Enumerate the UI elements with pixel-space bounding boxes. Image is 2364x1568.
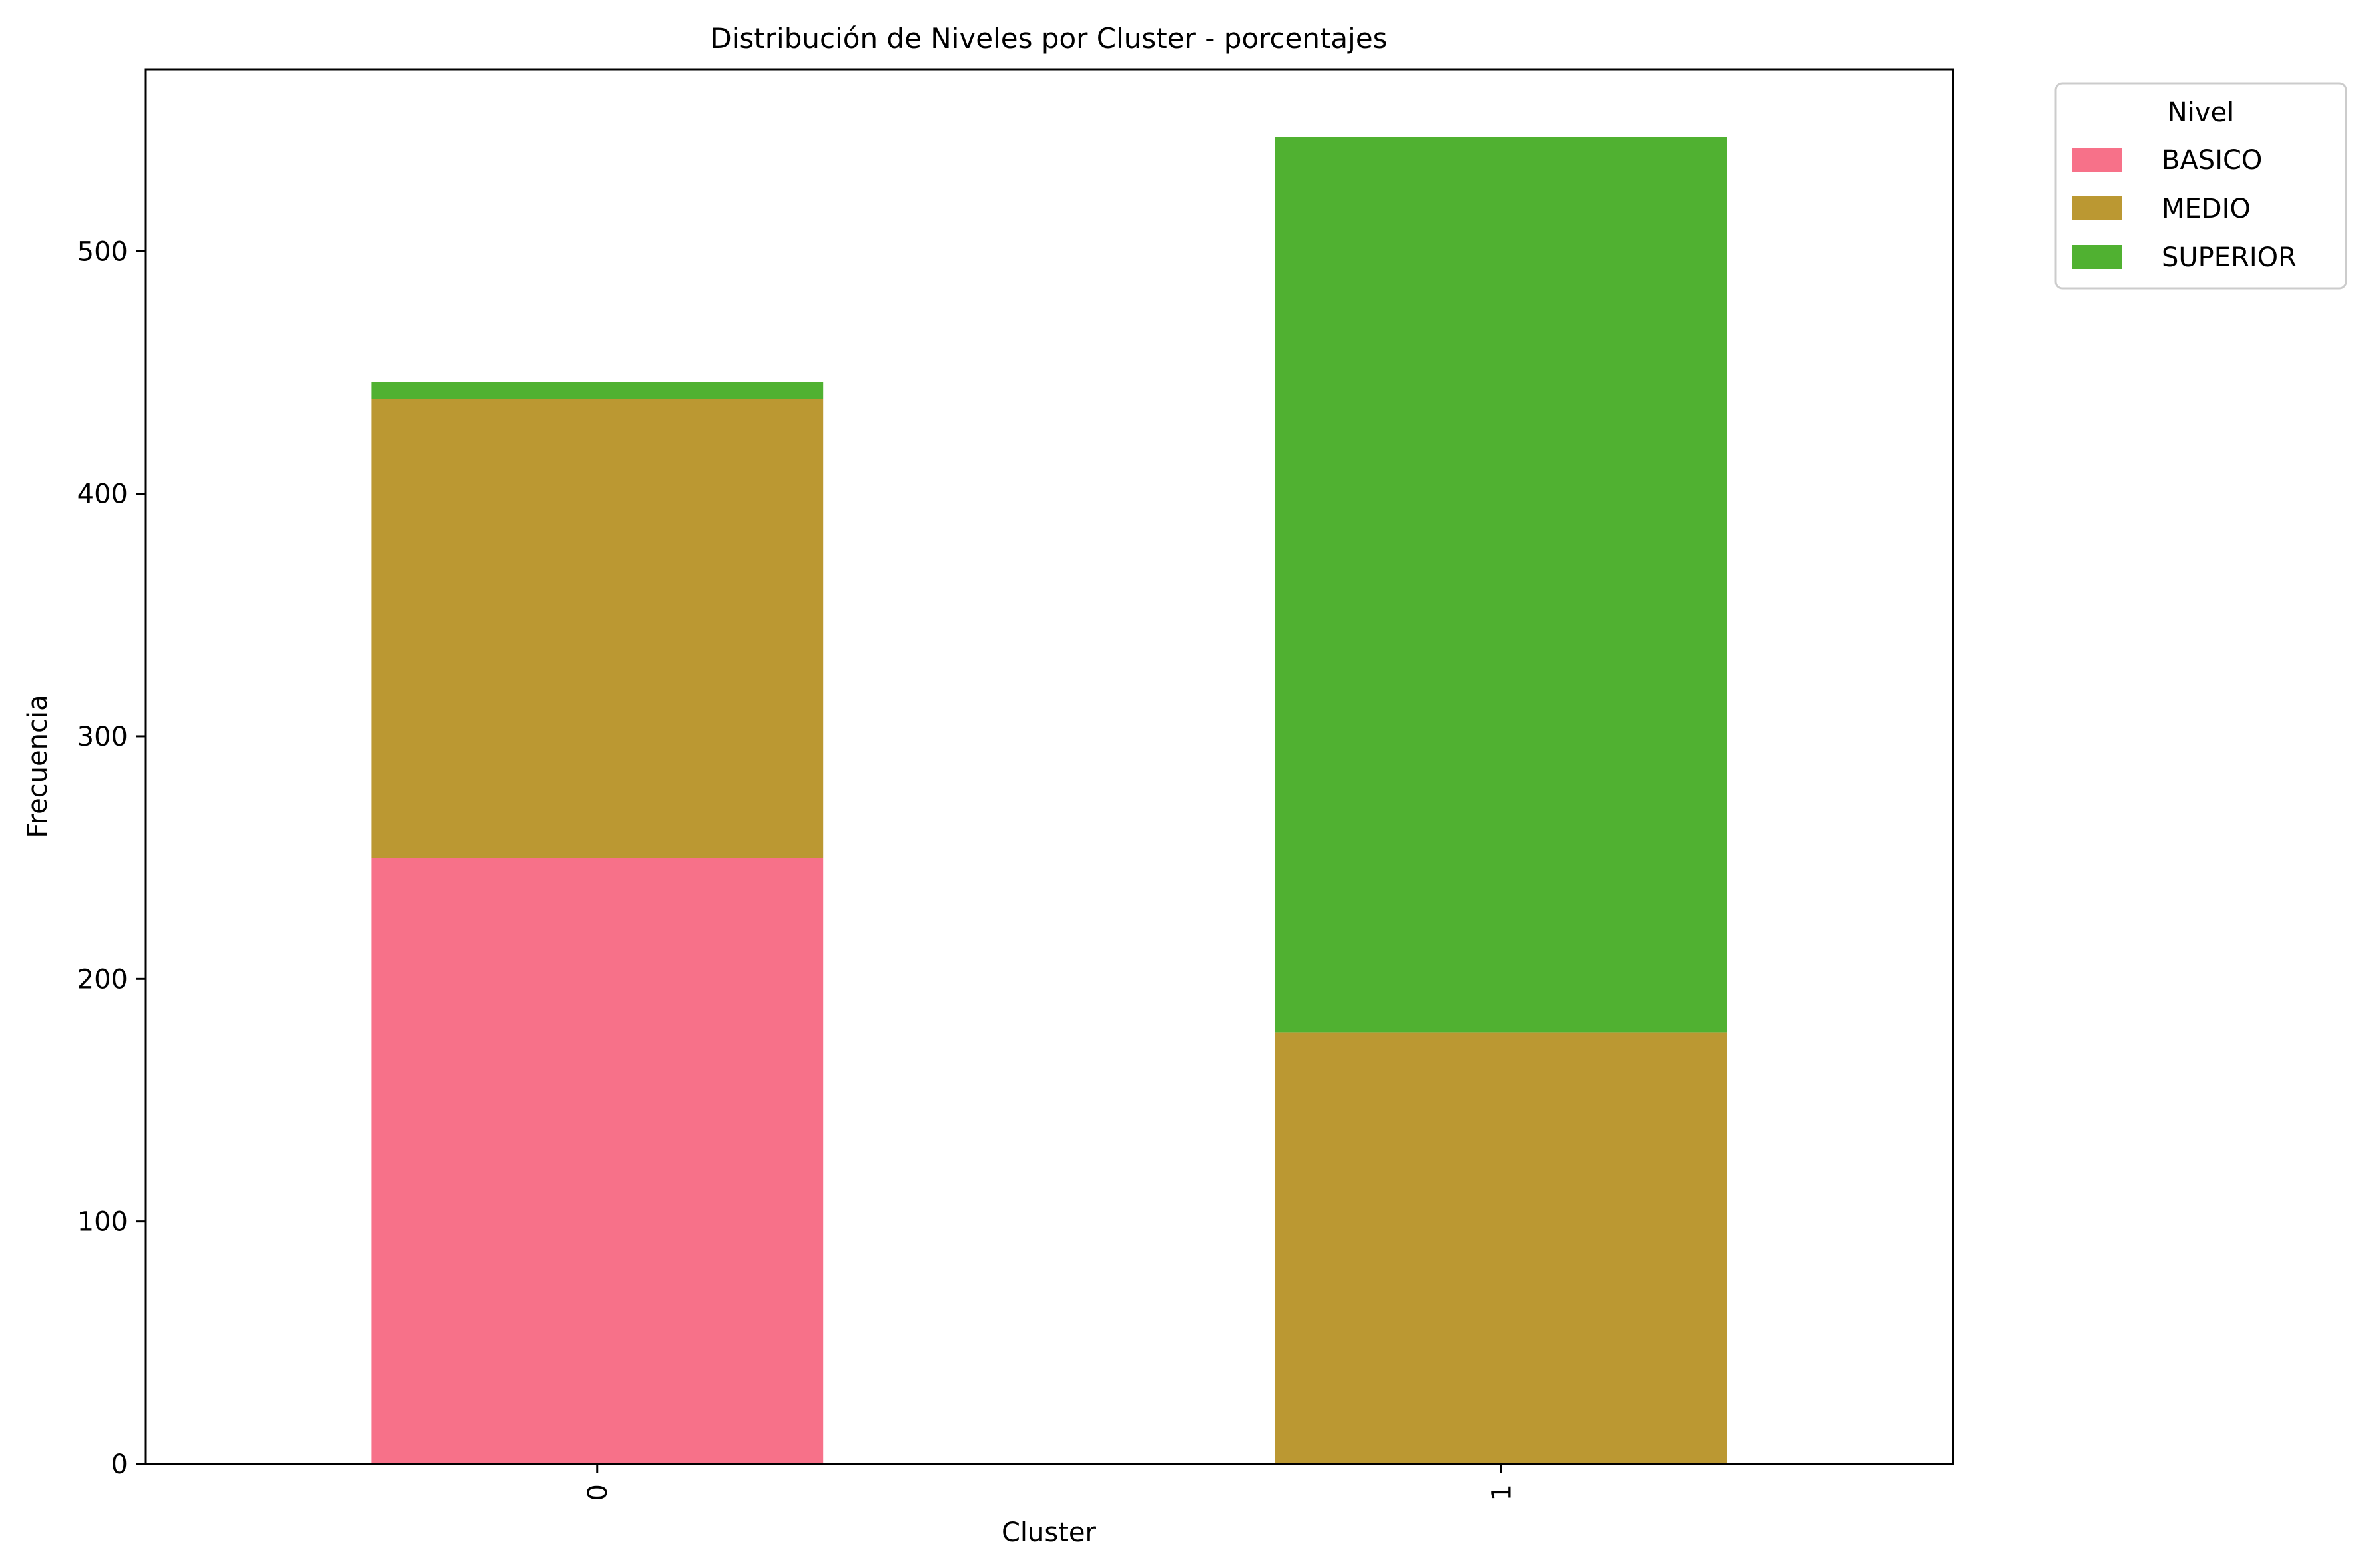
bar-segment-medio-cluster-0	[371, 399, 824, 858]
legend-label-basico: BASICO	[2162, 145, 2262, 176]
plot-area-frame	[144, 68, 1954, 1465]
legend-items: BASICO MEDIO SUPERIOR	[2072, 145, 2297, 273]
y-axis: 0 100 200 300 400 500	[77, 236, 145, 1480]
y-tick-label: 200	[77, 964, 128, 995]
legend-label-medio: MEDIO	[2162, 194, 2251, 224]
x-axis-label: Cluster	[1002, 1517, 1097, 1548]
legend-swatch-basico	[2072, 148, 2122, 172]
y-tick-label: 400	[77, 479, 128, 510]
y-axis-label: Frecuencia	[23, 694, 53, 838]
bar-segment-superior-cluster-0	[371, 382, 824, 399]
legend: Nivel BASICO MEDIO SUPERIOR	[2054, 82, 2347, 290]
bar-segment-medio-cluster-1	[1275, 1032, 1727, 1464]
y-tick-label: 100	[77, 1207, 128, 1238]
bars-layer	[371, 137, 1727, 1464]
legend-label-superior: SUPERIOR	[2162, 242, 2297, 273]
legend-frame	[2054, 82, 2347, 290]
x-tick-label: 1	[1486, 1484, 1517, 1501]
x-tick-label: 0	[583, 1484, 613, 1501]
legend-title: Nivel	[2168, 97, 2234, 128]
y-tick-label: 300	[77, 722, 128, 752]
chart-title: Distribución de Niveles por Cluster - po…	[710, 22, 1387, 55]
bar-segment-superior-cluster-1	[1275, 137, 1727, 1033]
bar-segment-basico-cluster-0	[371, 858, 824, 1464]
y-tick-label: 500	[77, 236, 128, 267]
legend-swatch-medio	[2072, 196, 2122, 220]
legend-swatch-superior	[2072, 245, 2122, 269]
y-tick-label: 0	[111, 1449, 128, 1480]
